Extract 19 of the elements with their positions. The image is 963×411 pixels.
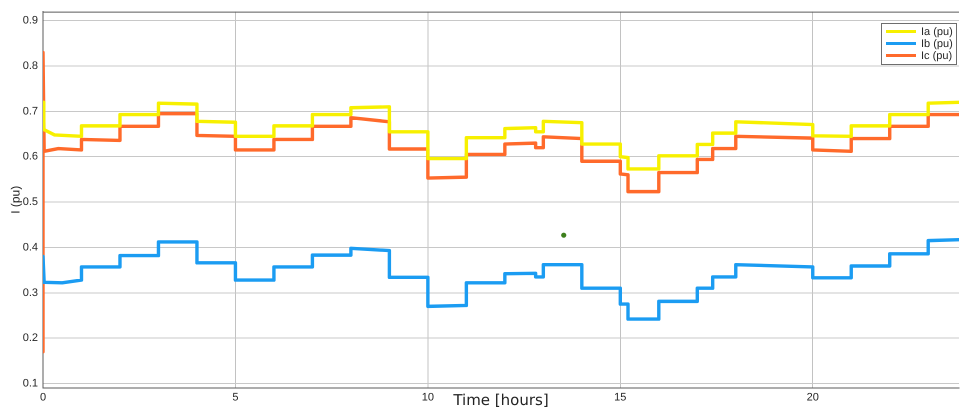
x-tick-label: 0	[40, 392, 46, 404]
y-tick-label: 0.7	[22, 105, 38, 118]
y-tick-label: 0.2	[22, 332, 38, 344]
y-tick-label: 0.3	[22, 286, 38, 299]
legend-label: Ic (pu)	[921, 50, 952, 62]
y-axis-title: I (pu)	[8, 186, 23, 214]
legend-label: Ia (pu)	[921, 26, 953, 38]
y-tick-label: 0.1	[22, 377, 38, 390]
x-tick-label: 20	[806, 392, 819, 404]
legend-label: Ib (pu)	[921, 38, 953, 50]
y-tick-label: 0.9	[22, 14, 38, 27]
y-tick-label: 0.8	[22, 60, 38, 72]
y-tick-label: 0.5	[22, 196, 38, 208]
y-tick-label: 0.4	[22, 241, 38, 254]
x-tick-label: 5	[232, 392, 238, 404]
y-tick-label: 0.6	[22, 150, 38, 163]
x-tick-label: 15	[614, 392, 626, 404]
x-tick-label: 10	[422, 392, 434, 404]
x-axis-title: Time [hours]	[452, 390, 549, 409]
